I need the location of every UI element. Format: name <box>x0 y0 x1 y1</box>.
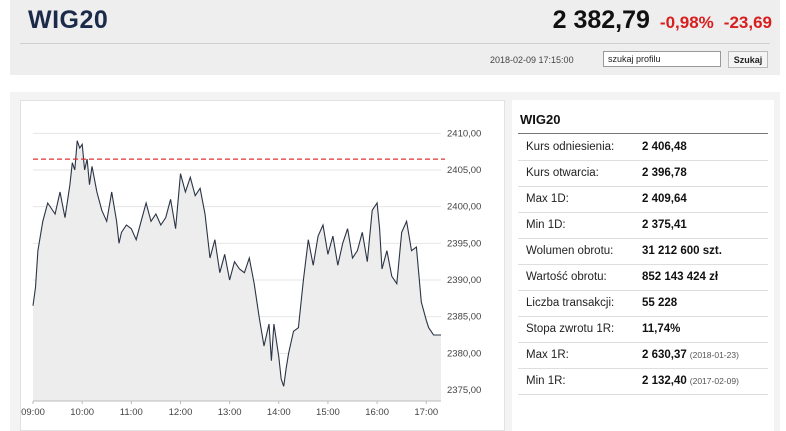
change-percent: -0,98% <box>659 13 714 32</box>
row-value: 31 212 600 szt. <box>642 238 768 265</box>
ticker-symbol: WIG20 <box>28 6 109 34</box>
y-tick-label: 2405,00 <box>447 165 481 176</box>
last-price: 2 382,79 <box>552 6 650 34</box>
row-label: Stopa zwrotu 1R: <box>518 316 642 343</box>
table-row: Stopa zwrotu 1R: 11,74% <box>518 316 768 343</box>
y-tick-label: 2400,00 <box>447 202 481 213</box>
row-label: Liczba transakcji: <box>518 290 642 317</box>
row-value: 2 396,78 <box>642 160 768 187</box>
quote-timestamp: 2018-02-09 17:15:00 <box>490 55 574 65</box>
row-value: 2 375,41 <box>642 212 768 239</box>
row-label: Kurs otwarcia: <box>518 160 642 187</box>
x-tick-label: 13:00 <box>218 407 242 418</box>
table-row: Max 1R: 2 630,37 (2018-01-23) <box>518 342 768 369</box>
table-row: Min 1R: 2 132,40 (2017-02-09) <box>518 368 768 395</box>
row-value-text: 55 228 <box>642 297 678 309</box>
price-row: 2 382,79 -0,98% -23,69 <box>553 6 772 35</box>
row-value-text: 2 375,41 <box>642 219 687 231</box>
x-tick-label: 17:00 <box>414 407 438 418</box>
row-label: Wartość obrotu: <box>518 264 642 291</box>
search-profile-input[interactable] <box>603 51 721 67</box>
row-label: Wolumen obrotu: <box>518 238 642 265</box>
table-row: Max 1D: 2 409,64 <box>518 186 768 213</box>
row-value-text: 852 143 424 zł <box>642 271 719 283</box>
y-tick-label: 2380,00 <box>447 348 481 359</box>
info-title-underline <box>518 133 768 134</box>
info-table: Kurs odniesienia: 2 406,48 Kurs otwarcia:… <box>518 134 768 395</box>
row-value-text: 2 406,48 <box>642 140 687 153</box>
info-panel: WIG20 Kurs odniesienia: 2 406,48 Kurs otw… <box>512 100 774 431</box>
info-title: WIG20 <box>520 112 561 127</box>
row-value-text: 2 409,64 <box>642 193 687 205</box>
y-tick-label: 2395,00 <box>447 238 481 249</box>
header-divider <box>20 43 770 44</box>
row-value: 852 143 424 zł <box>642 264 768 291</box>
y-tick-label: 2410,00 <box>447 128 481 139</box>
y-tick-label: 2385,00 <box>447 312 481 323</box>
row-value-text: 2 132,40 <box>642 375 687 387</box>
row-value: 2 409,64 <box>642 186 768 213</box>
row-value: 2 630,37 (2018-01-23) <box>642 342 768 369</box>
row-value: 2 132,40 (2017-02-09) <box>642 368 768 395</box>
table-row: Kurs otwarcia: 2 396,78 <box>518 160 768 187</box>
row-date: (2018-01-23) <box>689 350 739 360</box>
x-tick-label: 10:00 <box>70 407 94 418</box>
row-value-text: 2 630,37 <box>642 349 687 361</box>
y-tick-label: 2390,00 <box>447 275 481 286</box>
row-value: 55 228 <box>642 290 768 317</box>
row-date: (2017-02-09) <box>689 376 739 386</box>
x-tick-label: 15:00 <box>316 407 340 418</box>
row-value-text: 31 212 600 szt. <box>642 245 722 257</box>
row-value-text: 11,74% <box>642 323 681 335</box>
row-value: 11,74% <box>642 316 768 343</box>
chart-svg: 2410,00 2405,00 2400,00 2395,00 2390,00 2385,… <box>21 128 481 418</box>
table-row: Min 1D: 2 375,41 <box>518 212 768 239</box>
row-label: Max 1R: <box>518 342 642 369</box>
x-tick-label: 11:00 <box>120 407 143 418</box>
row-value: 2 406,48 <box>642 134 768 161</box>
x-tick-label: 09:00 <box>21 407 45 418</box>
table-row: Wolumen obrotu: 31 212 600 szt. <box>518 238 768 265</box>
intraday-chart: 2410,00 2405,00 2400,00 2395,00 2390,00 2385,… <box>20 100 505 431</box>
row-label: Max 1D: <box>518 186 642 213</box>
x-tick-label: 12:00 <box>169 407 193 418</box>
table-row: Liczba transakcji: 55 228 <box>518 290 768 317</box>
price-line <box>32 140 441 387</box>
row-label: Min 1D: <box>518 212 642 239</box>
quote-header: WIG20 2 382,79 -0,98% -23,69 <box>10 0 780 75</box>
table-row: Kurs odniesienia: 2 406,48 <box>518 134 768 161</box>
row-label: Min 1R: <box>518 368 642 395</box>
x-tick-label: 16:00 <box>365 407 389 418</box>
change-absolute: -23,69 <box>723 13 772 32</box>
table-row: Wartość obrotu: 852 143 424 zł <box>518 264 768 291</box>
price-area <box>33 140 441 401</box>
x-tick-label: 14:00 <box>267 407 291 418</box>
search-button[interactable]: Szukaj <box>728 51 768 68</box>
row-value-text: 2 396,78 <box>642 167 687 179</box>
y-tick-label: 2375,00 <box>447 385 481 396</box>
row-label: Kurs odniesienia: <box>518 134 642 161</box>
